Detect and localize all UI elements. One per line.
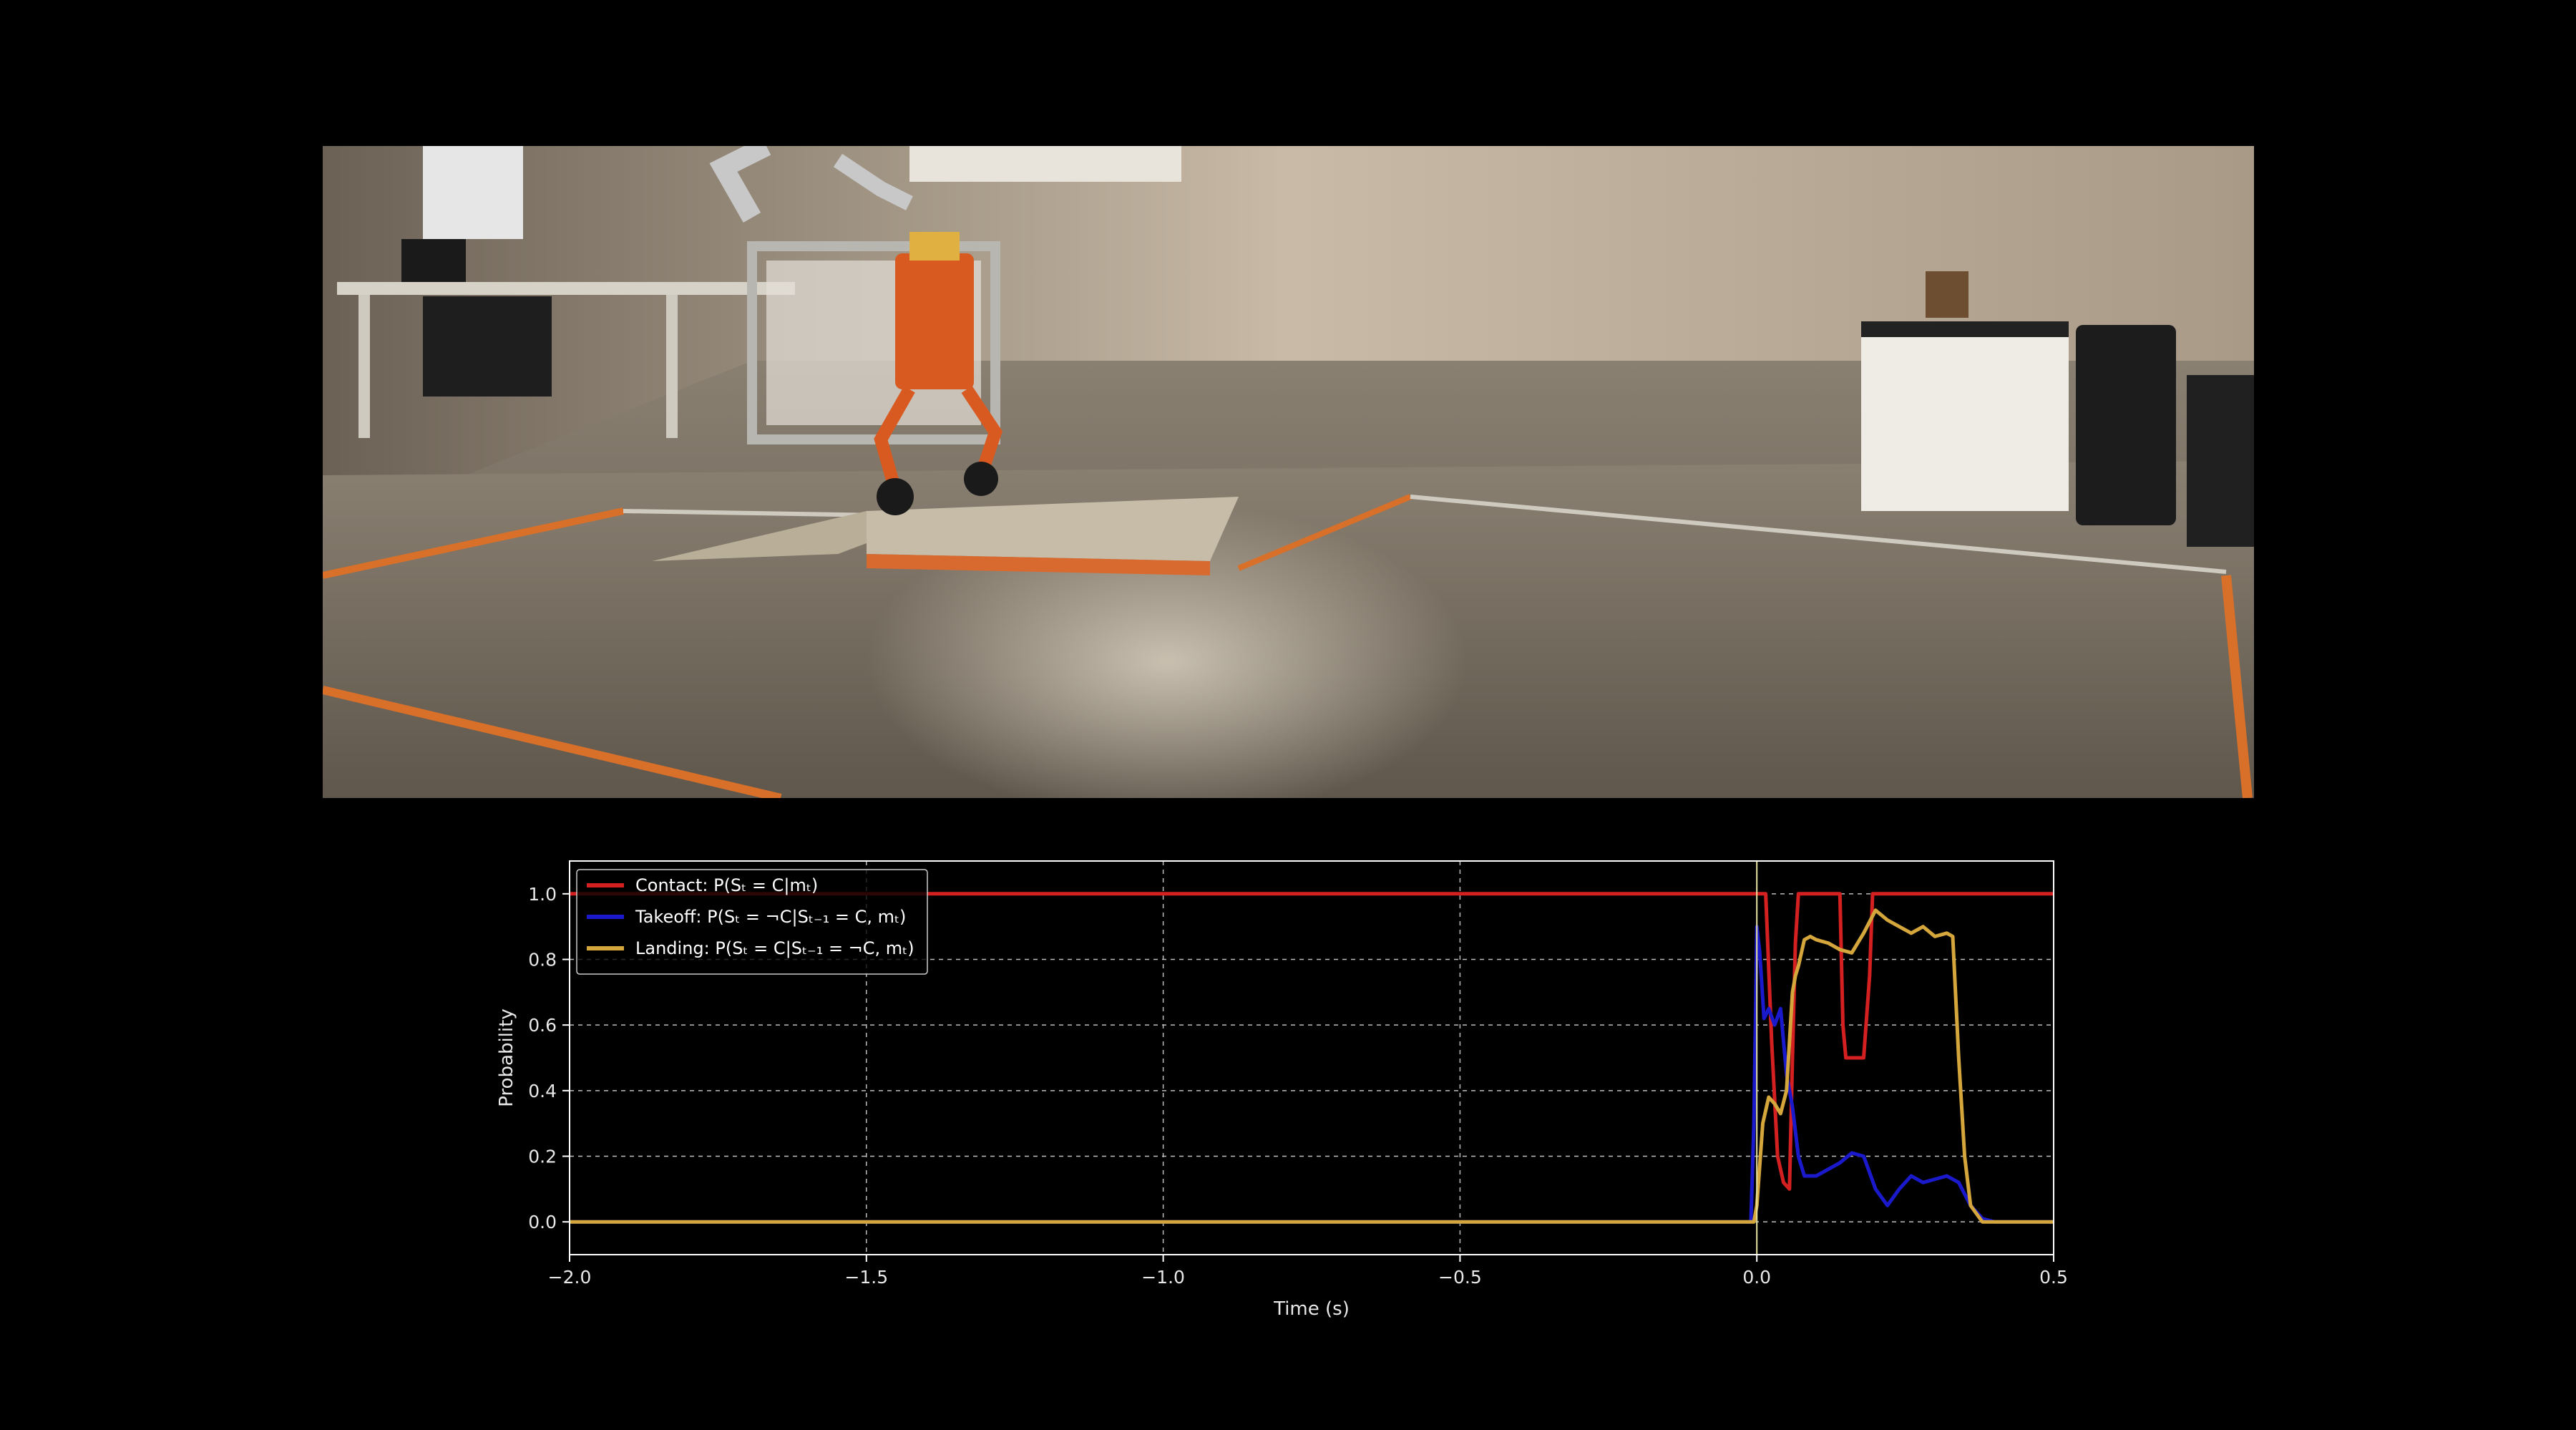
y-tick-label: 0.6 [528,1015,557,1036]
monitor [423,146,523,239]
robot-arm [709,146,771,223]
cabinet [1861,332,2069,511]
robot-leg [961,386,1002,477]
robot-wheel [877,478,914,515]
floor-tape-white [1410,495,2227,574]
y-axis-ticks: 0.0 0.2 0.4 0.6 0.8 1.0 [528,884,570,1232]
y-tick-label: 0.4 [528,1081,557,1101]
legend-entry: Takeoff: P(Sₜ = ¬C|Sₜ₋₁ = C, mₜ) [635,907,906,927]
x-axis-ticks: −2.0 −1.5 −1.0 −0.5 0.0 0.5 [548,1255,2068,1288]
laptop [401,239,466,282]
window [909,146,1181,182]
floor-tape [1237,494,1412,571]
y-axis-label: Probability [496,1008,517,1106]
x-tick-label: −2.0 [548,1267,592,1288]
video-frame [323,146,2254,798]
platform [867,497,1239,561]
robot-leg [874,386,915,492]
lab-scene-image [323,146,2254,798]
legend-entry: Contact: P(Sₜ = C|mₜ) [635,875,818,895]
legend-box [576,869,928,975]
platform-edge [867,554,1210,575]
floor-tape [323,507,625,579]
legend-entry: Landing: P(Sₜ = C|Sₜ₋₁ = ¬C, mₜ) [635,938,914,958]
axes-frame [569,860,2054,1255]
suitcase [2076,325,2176,525]
x-tick-label: 0.5 [2039,1267,2068,1288]
sunlight-patch [867,504,1468,798]
floor-tape [323,686,782,798]
x-tick-label: 0.0 [1742,1267,1771,1288]
robot-body [895,253,974,389]
x-tick-label: −1.5 [844,1267,888,1288]
office-chair [423,296,552,397]
series-line-3 [570,908,2054,1224]
series-line-1 [570,892,2054,1191]
floor-tape [2221,575,2253,798]
robot-wheel [964,462,998,496]
x-axis-label: Time (s) [1273,1298,1350,1320]
y-tick-label: 1.0 [528,884,557,905]
legend: Contact: P(Sₜ = C|mₜ) Takeoff: P(Sₜ = ¬C|… [576,869,928,975]
series-group [570,861,2054,1255]
desk [337,282,795,295]
robot-cage [747,241,1000,444]
y-tick-label: 0.0 [528,1212,557,1232]
x-tick-label: −1.0 [1141,1267,1185,1288]
x-tick-label: −0.5 [1438,1267,1482,1288]
series-line-2 [570,925,2054,1224]
y-tick-label: 0.8 [528,950,557,971]
y-tick-label: 0.2 [528,1147,557,1167]
